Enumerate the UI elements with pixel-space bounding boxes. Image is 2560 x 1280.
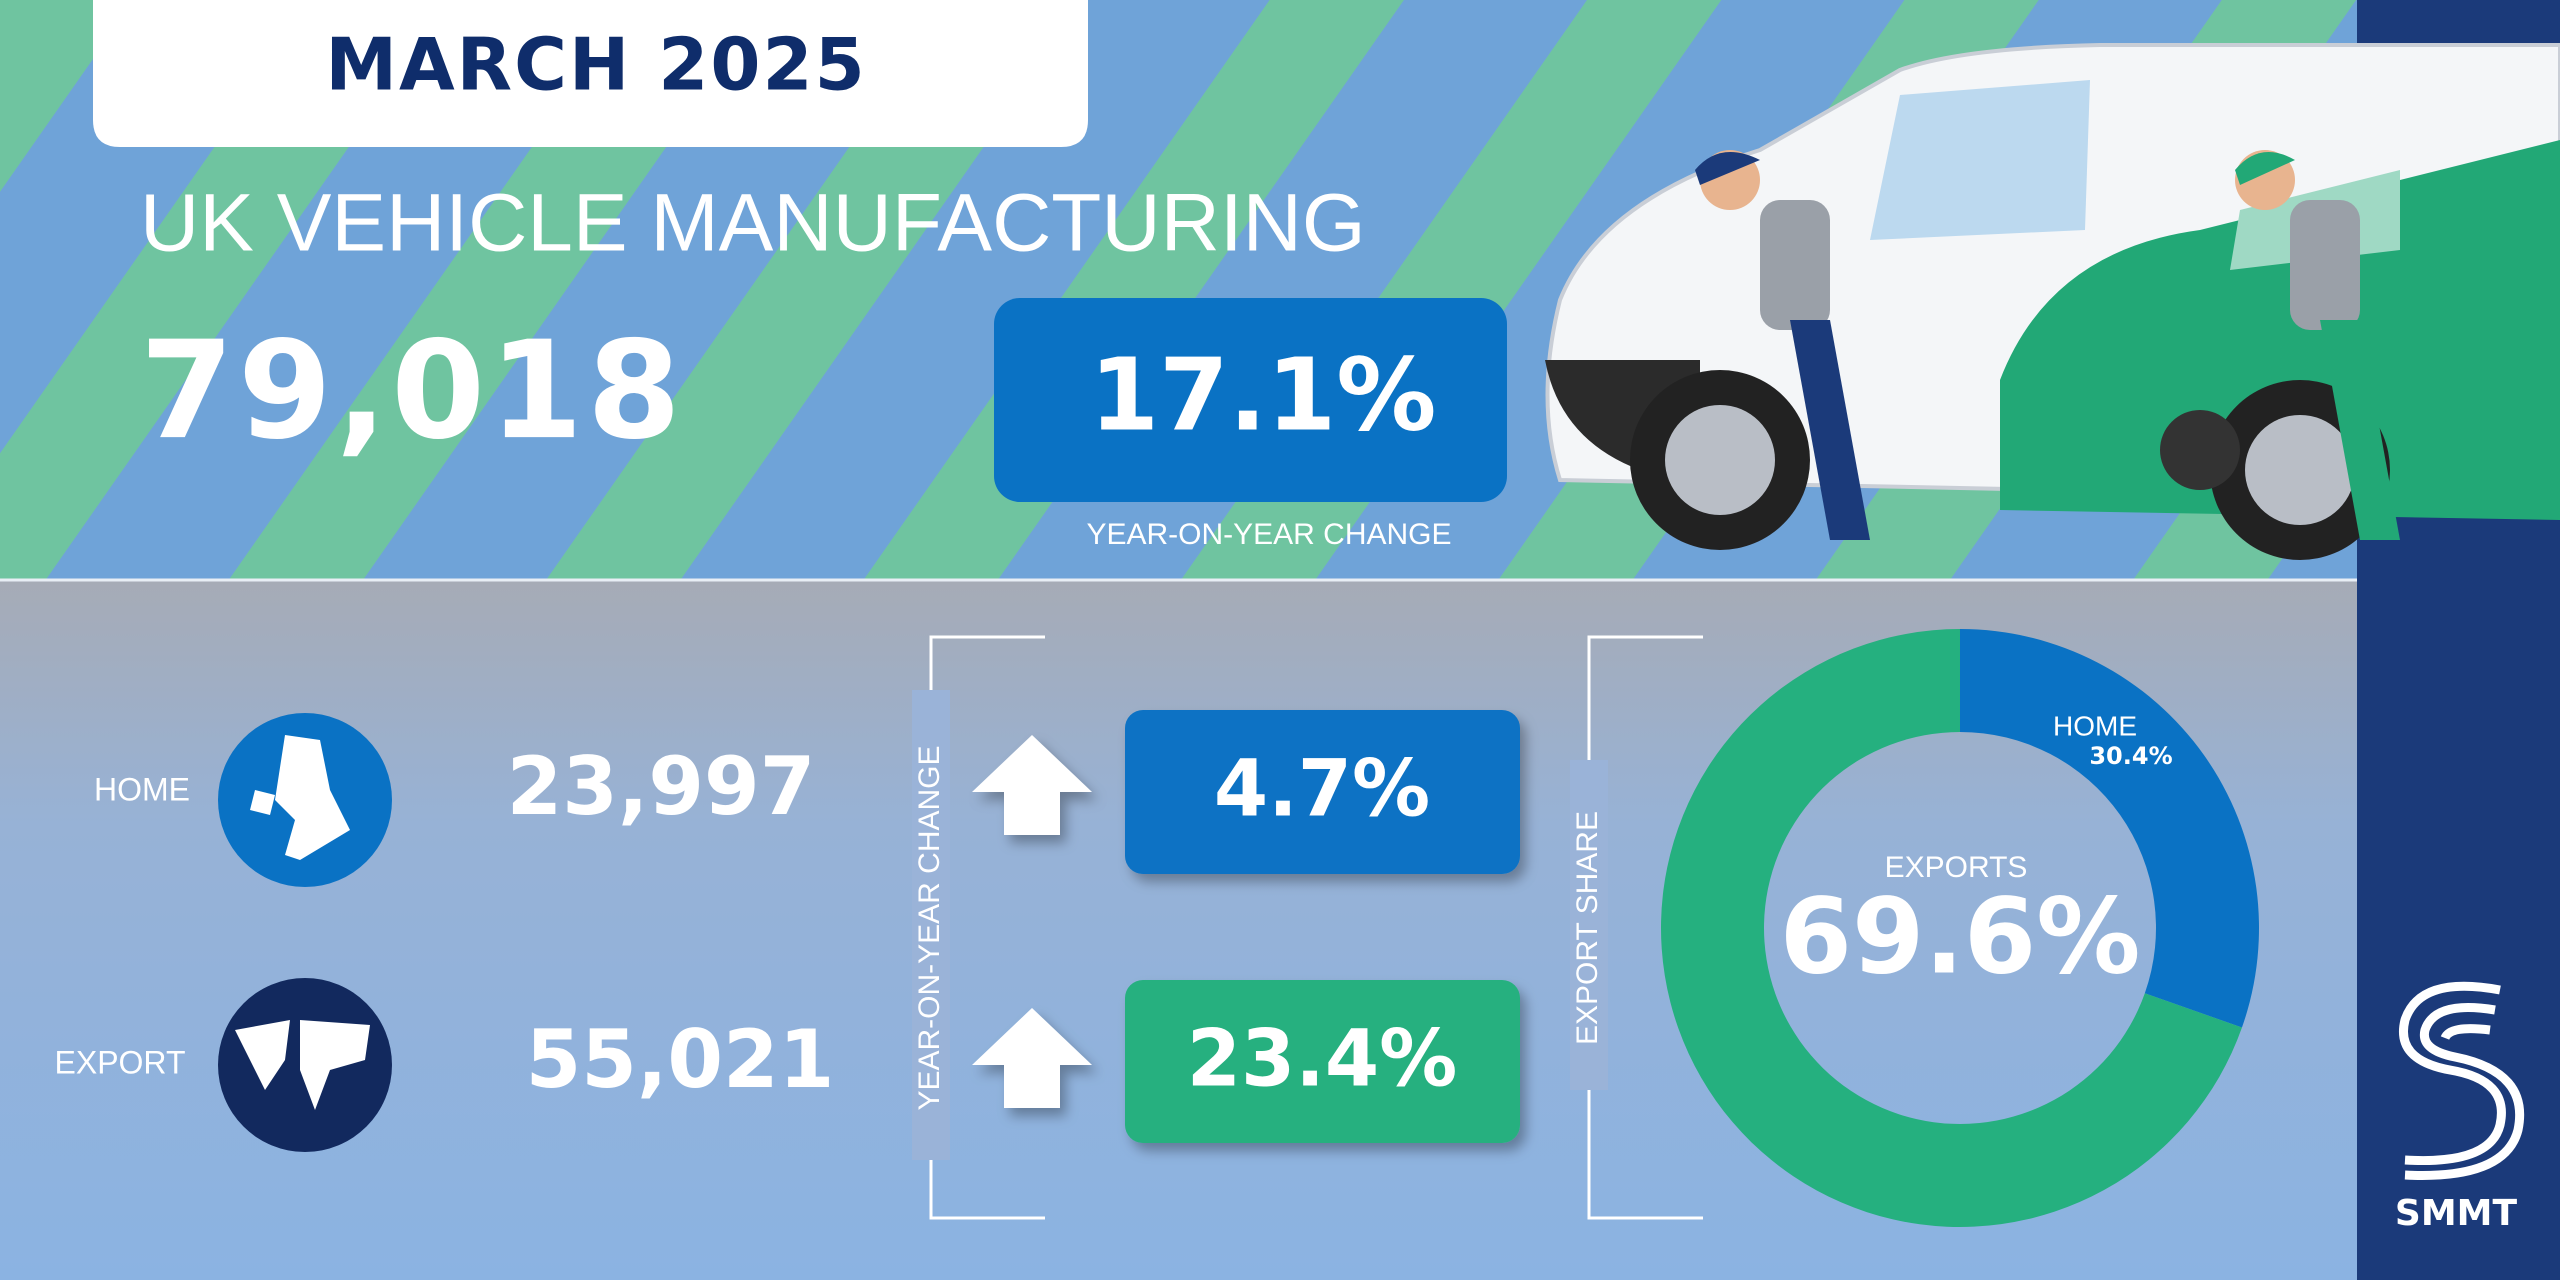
row-change: 4.7% (1214, 744, 1430, 834)
uk-map (250, 735, 350, 860)
logo-text: SMMT (2395, 1193, 2518, 1234)
segment-label: HOME (2053, 710, 2137, 741)
subtitle: UK VEHICLE MANUFACTURING (140, 178, 1366, 269)
title: MARCH 2025 (325, 23, 866, 107)
change-box (994, 298, 1507, 502)
bracket-label: YEAR-ON-YEAR CHANGE (913, 745, 946, 1110)
row-change-box (1125, 710, 1520, 874)
total: 79,018 (140, 312, 685, 469)
row-label: HOME (94, 771, 190, 807)
change-value: 17.1% (1090, 336, 1437, 453)
up-arrow (972, 735, 1092, 835)
chart-title: EXPORT SHARE (1571, 811, 1604, 1045)
illustration (1545, 43, 2560, 560)
change-label: YEAR-ON-YEAR CHANGE (1086, 518, 1451, 551)
row-change-box (1125, 980, 1520, 1143)
segment-label: EXPORTS (1885, 851, 2028, 884)
donut-segment (1960, 629, 2259, 1028)
world-map (235, 1020, 370, 1110)
bracket-gap (912, 690, 950, 1160)
row-label: EXPORT (55, 1044, 186, 1080)
smmt-logo (2399, 981, 2525, 1180)
row-change: 23.4% (1187, 1014, 1458, 1104)
up-arrow (972, 1008, 1092, 1108)
segment-value: 69.6% (1780, 875, 2141, 997)
row-volume: 55,021 (526, 1013, 835, 1106)
segment-value: 30.4% (2089, 742, 2172, 770)
row-volume: 23,997 (507, 740, 816, 833)
title-box (93, 0, 1088, 147)
donut-segment (1660, 629, 2242, 1227)
bracket-gap (1570, 760, 1608, 1090)
